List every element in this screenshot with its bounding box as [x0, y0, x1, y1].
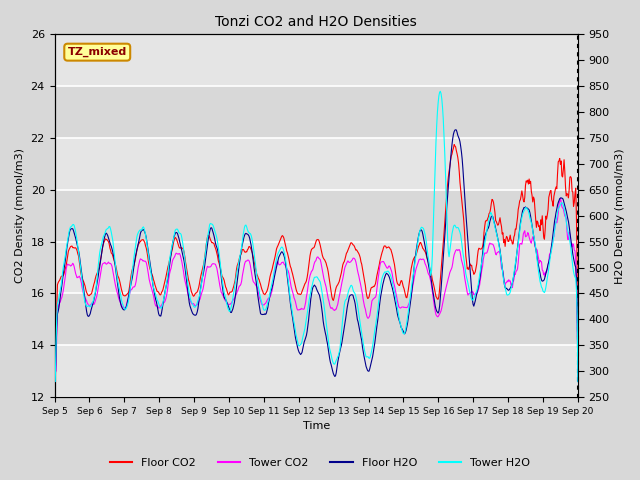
- Bar: [54, 138, 578, 190]
- Bar: [54, 345, 578, 397]
- Bar: [54, 241, 578, 293]
- Y-axis label: CO2 Density (mmol/m3): CO2 Density (mmol/m3): [15, 148, 25, 283]
- Title: Tonzi CO2 and H2O Densities: Tonzi CO2 and H2O Densities: [215, 15, 417, 29]
- Legend: Floor CO2, Tower CO2, Floor H2O, Tower H2O: Floor CO2, Tower CO2, Floor H2O, Tower H…: [105, 453, 535, 472]
- Y-axis label: H2O Density (mmol/m3): H2O Density (mmol/m3): [615, 148, 625, 284]
- X-axis label: Time: Time: [303, 421, 330, 432]
- Text: TZ_mixed: TZ_mixed: [68, 47, 127, 57]
- Bar: [54, 35, 578, 86]
